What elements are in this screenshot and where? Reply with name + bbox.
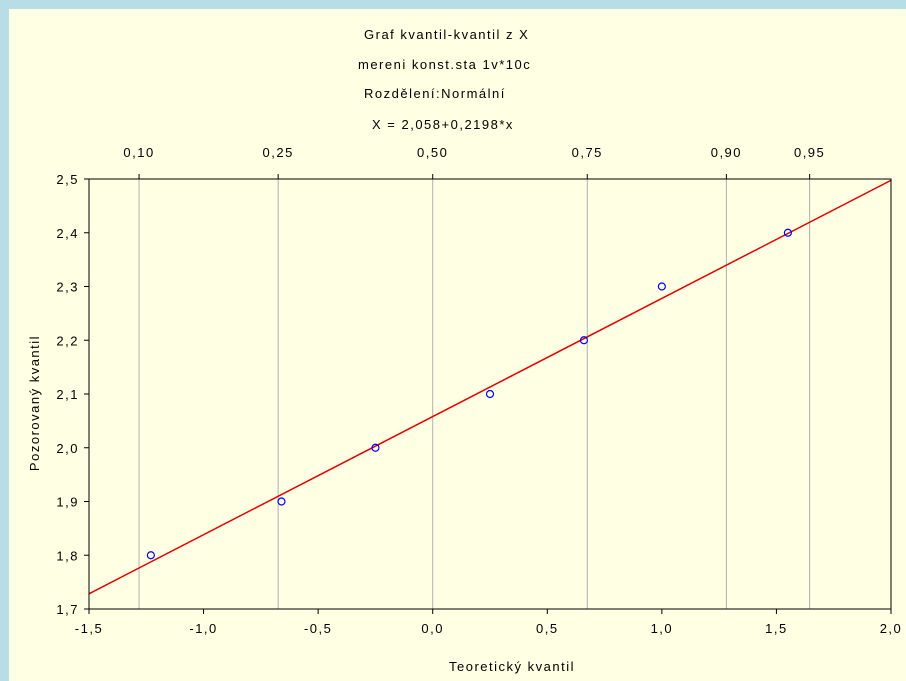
y-tick-label: 1,8 — [56, 548, 79, 563]
y-tick-label: 1,9 — [56, 495, 79, 510]
chart-panel: Graf kvantil-kvantil z X mereni konst.st… — [9, 9, 906, 681]
axis-ticks: 0,10 0,25 0,50 0,75 0,90 0,95 -1,5 -1,0 -0,5 0,0 0… — [56, 145, 903, 636]
plot-area-border — [88, 178, 892, 610]
chart-title: Graf kvantil-kvantil z X mereni konst.st… — [358, 27, 531, 132]
data-point-4 — [579, 336, 589, 345]
x-tick-label: 2,0 — [880, 621, 903, 636]
top-tick-label: 0,75 — [572, 145, 603, 160]
x-tick-label: -0,5 — [304, 621, 332, 636]
qq-plot: Graf kvantil-kvantil z X mereni konst.st… — [27, 27, 903, 674]
top-tick-label: 0,50 — [417, 145, 448, 160]
data-point-3 — [485, 389, 495, 399]
y-tick-label: 2,0 — [56, 441, 79, 456]
top-tick-label: 0,95 — [794, 145, 825, 160]
top-tick-label: 0,10 — [123, 145, 154, 160]
plot-frame — [88, 178, 892, 610]
y-tick-label: 2,2 — [56, 333, 79, 348]
data-points — [146, 228, 792, 560]
x-axis-label: Teoretický kvantil — [449, 659, 575, 674]
y-tick-label: 2,4 — [56, 226, 79, 241]
y-tick-label: 2,5 — [56, 172, 79, 187]
y-tick-label: 2,1 — [56, 387, 79, 402]
top-tick-label: 0,90 — [711, 145, 742, 160]
data-point-2 — [371, 443, 380, 452]
x-tick-label: 1,0 — [651, 621, 674, 636]
x-tick-label: -1,0 — [189, 621, 217, 636]
y-axis-label: Pozorovaný kvantil — [27, 335, 42, 471]
data-point-1 — [277, 497, 286, 506]
x-tick-label: 0,5 — [536, 621, 559, 636]
x-tick-label: 0,0 — [421, 621, 444, 636]
y-tick-label: 2,3 — [56, 280, 79, 295]
data-point-6 — [783, 228, 792, 237]
fit-line-layer — [88, 179, 892, 595]
y-tick-label: 1,7 — [56, 602, 79, 617]
title-line-3: Rozdělení:Normální — [364, 86, 506, 101]
top-tick-label: 0,25 — [263, 145, 294, 160]
title-line-1: Graf kvantil-kvantil z X — [364, 27, 529, 42]
grid-lines — [138, 179, 811, 609]
data-point-0 — [146, 551, 155, 560]
x-tick-label: 1,5 — [765, 621, 788, 636]
title-line-2: mereni konst.sta 1v*10c — [358, 57, 531, 72]
title-line-4: X = 2,058+0,2198*x — [372, 117, 514, 132]
fit-line — [88, 179, 892, 595]
x-tick-label: -1,5 — [75, 621, 103, 636]
data-point-5 — [657, 282, 666, 291]
